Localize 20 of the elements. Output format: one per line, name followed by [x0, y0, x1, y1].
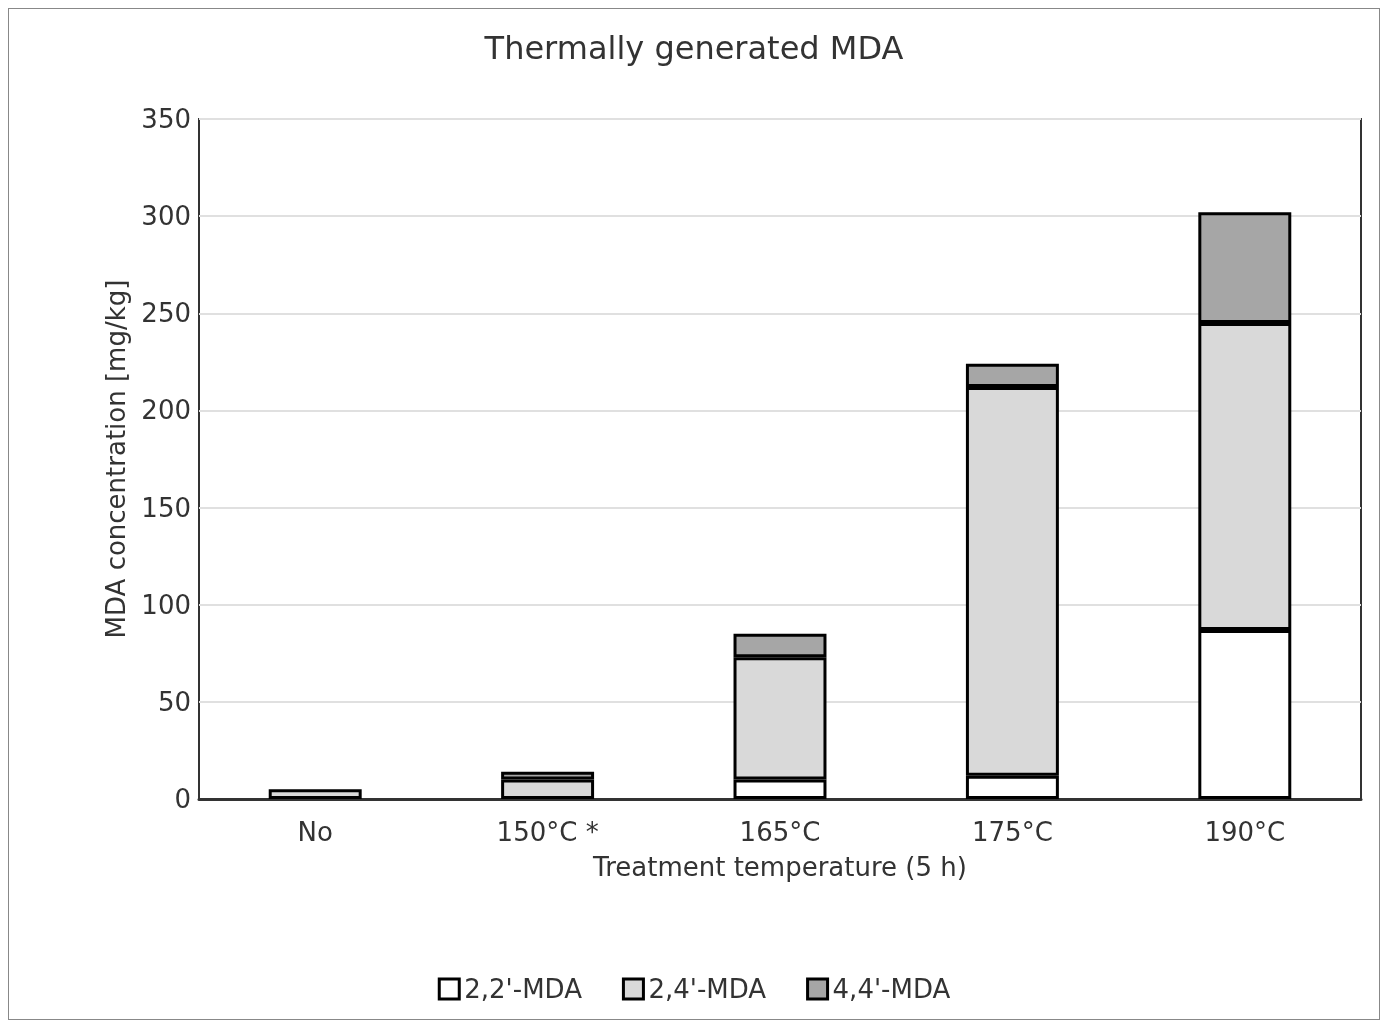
legend-label: 4,4'-MDA	[832, 974, 951, 1004]
x-tick-label: No	[297, 817, 333, 847]
chart-title: Thermally generated MDA	[483, 29, 904, 67]
x-axis-title: Treatment temperature (5 h)	[592, 852, 967, 882]
y-tick-label: 150	[141, 492, 191, 523]
y-tick-label: 250	[141, 298, 191, 329]
y-tick-label: 0	[174, 784, 191, 814]
y-tick-label: 50	[157, 686, 191, 717]
y-tick-label: 200	[141, 395, 191, 426]
bar	[268, 789, 362, 799]
x-tick-label: 150°C *	[496, 817, 599, 847]
y-tick-label: 350	[141, 104, 191, 134]
y-tick-label: 300	[141, 201, 191, 232]
x-tick-label: 190°C	[1204, 817, 1286, 847]
x-tick-label: 165°C	[739, 817, 821, 847]
x-tick-label: 175°C	[972, 817, 1053, 847]
legend-label: 2,2'-MDA	[464, 974, 583, 1004]
legend-label: 2,4'-MDA	[648, 974, 767, 1004]
y-axis-title: MDA concentration [mg/kg]	[101, 279, 131, 639]
y-tick-label: 100	[141, 589, 191, 620]
